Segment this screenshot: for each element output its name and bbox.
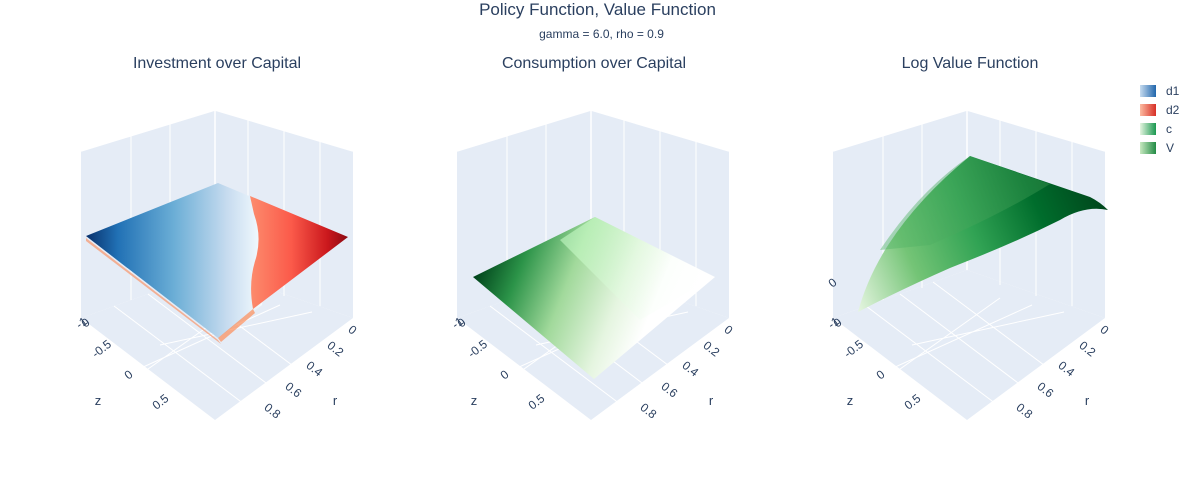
surface-group-investment: [86, 183, 348, 344]
surface-V: [858, 156, 1108, 312]
r-tick-label: 0: [346, 322, 360, 337]
surface-d2: [250, 196, 348, 309]
legend-label-V: V: [1166, 140, 1175, 155]
r-tick-label: 0.2: [1077, 338, 1099, 360]
gridline: [113, 305, 249, 408]
gridline: [489, 305, 625, 408]
r-axis-title: r: [333, 393, 338, 408]
subplot-title-investment: Investment over Capital: [132, 55, 302, 72]
z-tick-label: 0.5: [150, 391, 172, 413]
z-tick-label: 0: [122, 367, 136, 382]
surface-group-consumption: [473, 217, 715, 379]
gridline: [899, 293, 1035, 396]
surface-d2-edge: [218, 309, 255, 342]
legend-item-d1[interactable]: d1: [1140, 81, 1179, 100]
r-axis-title: r: [709, 393, 714, 408]
r-tick-label: 0: [1098, 322, 1112, 337]
legend-swatch-V: [1140, 141, 1156, 154]
gridline: [865, 305, 1001, 408]
legend-label-d2: d2: [1166, 102, 1180, 117]
floor: [833, 270, 1105, 420]
chart-subtitle: gamma = 6.0, rho = 0.9: [539, 27, 664, 41]
legend-label-c: c: [1166, 121, 1172, 136]
z-tick-label: 0.5: [526, 391, 548, 413]
legend-swatch-d2: [1140, 103, 1156, 116]
legend-item-V[interactable]: V: [1140, 138, 1179, 157]
surface-d1-underside: [86, 238, 221, 344]
gridline: [932, 281, 1069, 384]
r-axis-title: r: [1085, 393, 1090, 408]
chart-title: Policy Function, Value Function: [479, 0, 716, 19]
surface-c-highlight: [560, 217, 715, 320]
z-axis-title: z: [847, 393, 854, 408]
legend-swatch-c: [1140, 122, 1156, 135]
surface-V-sheen: [880, 156, 1050, 250]
gridline: [147, 293, 283, 396]
floor: [81, 270, 353, 420]
r-tick-label: 0.6: [659, 379, 681, 401]
gridline: [911, 311, 1065, 346]
z-tick-label: 0: [874, 367, 888, 382]
gridline: [861, 297, 1001, 397]
legend-label-d1: d1: [1166, 83, 1180, 98]
gridline: [881, 304, 1033, 374]
r-tick-label: 0.8: [262, 400, 284, 422]
r-tick-label: 0.2: [701, 338, 723, 360]
surface-group-value: [858, 156, 1108, 312]
r-tick-label: 0: [722, 322, 736, 337]
z-axis-title: z: [95, 393, 102, 408]
subplot-title-consumption: Consumption over Capital: [501, 55, 687, 72]
legend-item-d2[interactable]: d2: [1140, 100, 1179, 119]
z-axis-title: z: [471, 393, 478, 408]
gridline: [129, 304, 281, 374]
legend-swatch-d1: [1140, 84, 1156, 97]
z-tick-label: 0: [498, 367, 512, 382]
r-tick-label: 0.2: [325, 338, 347, 360]
legend: d1 d2 c V: [1140, 81, 1179, 157]
legend-item-c[interactable]: c: [1140, 119, 1179, 138]
r-tick-label: 0.6: [1035, 379, 1057, 401]
subplot-title-value: Log Value Function: [901, 55, 1039, 72]
r-tick-label: 0.8: [1014, 400, 1036, 422]
surface-d1: [86, 183, 270, 338]
r-tick-label: 0.8: [638, 400, 660, 422]
z-tick-label: 0.5: [902, 391, 924, 413]
r-tick-label: 0.6: [283, 379, 305, 401]
